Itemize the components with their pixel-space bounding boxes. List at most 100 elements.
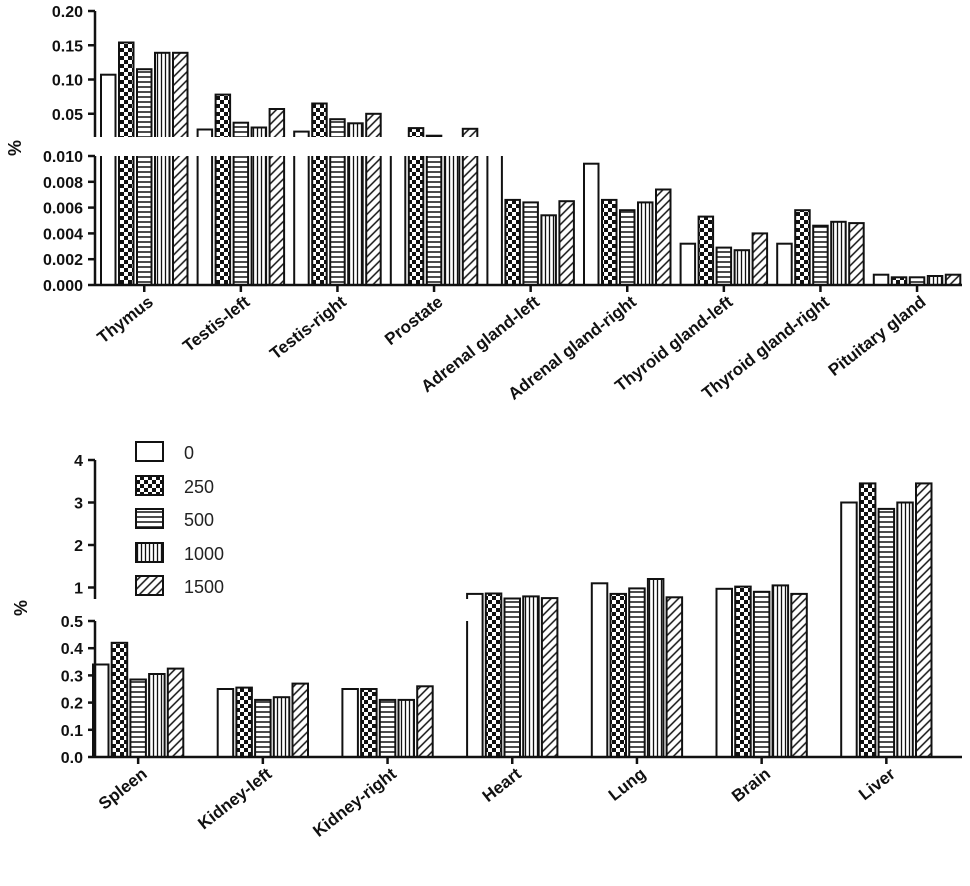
bottom-bar-heart-1000	[522, 595, 540, 759]
legend-swatch-1000	[135, 542, 164, 563]
bottom-y-tick-label: 0.5	[61, 614, 83, 631]
bottom-bar-lung-1000	[646, 578, 665, 758]
legend-label-250: 250	[184, 477, 214, 497]
bottom-category-label: Heart	[479, 764, 525, 806]
top-y-tick-label: 0.008	[43, 175, 83, 192]
bottom-bar-liver-250	[858, 482, 877, 758]
bottom-y-tick-label: 0.1	[61, 723, 83, 740]
top-bar-prostate-500	[425, 134, 443, 286]
bottom-bar-kidney-right-1500	[416, 685, 434, 758]
bottom-category-label: Kidney-left	[194, 764, 275, 833]
top-bar-thymus-1500	[172, 51, 189, 286]
top-bar-pituitary-gland-0	[872, 273, 890, 287]
top-y-tick-label: 0.20	[52, 4, 83, 21]
top-bar-adrenal-gland-left-500	[522, 201, 539, 286]
bottom-bar-spleen-250	[110, 641, 129, 758]
bottom-bar-kidney-right-0	[341, 688, 359, 758]
bottom-category-label: Kidney-right	[309, 764, 400, 841]
bottom-bar-heart-250	[484, 592, 503, 758]
top-chart: Thymus Testis-left Testis-right ProstateAdr…	[43, 4, 962, 404]
top-bar-thymus-1000	[154, 51, 171, 286]
top-bar-thymus-0	[100, 73, 117, 286]
bottom-y-tick-label: 2	[74, 538, 83, 555]
bottom-bar-spleen-500	[129, 678, 147, 758]
top-y-tick-label: 0.10	[52, 73, 83, 90]
legend-swatch-500	[135, 508, 164, 529]
bottom-bar-lung-1500	[665, 596, 684, 758]
top-category-label: Testis-right	[266, 292, 350, 363]
bottom-bar-brain-500	[752, 590, 771, 759]
bottom-category-label: Brain	[728, 764, 774, 806]
bottom-bar-brain-250	[734, 585, 752, 758]
bottom-y-tick-label: 0.4	[61, 641, 83, 658]
bottom-bar-kidney-right-500	[378, 698, 397, 759]
top-bar-thyroid-gland-right-1500	[848, 222, 865, 287]
bottom-bar-spleen-1000	[148, 673, 166, 758]
bottom-axis-break-gap	[89, 599, 473, 621]
bottom-category-label: Liver	[855, 764, 899, 804]
bottom-bar-liver-0	[840, 501, 858, 758]
top-bar-thyroid-gland-right-250	[794, 209, 811, 286]
top-category-label: Pituitary gland	[825, 292, 930, 380]
top-bar-adrenal-gland-right-250	[601, 198, 618, 286]
top-bar-thymus-250	[118, 41, 135, 286]
top-bar-adrenal-gland-left-250	[504, 198, 521, 286]
legend-label-1000: 1000	[184, 544, 224, 564]
top-bar-testis-right-250	[311, 102, 328, 286]
top-y-tick-label: 0.000	[43, 278, 83, 295]
bottom-y-tick-label: 4	[74, 453, 83, 470]
top-bar-adrenal-gland-right-1500	[655, 188, 672, 286]
top-bar-thyroid-gland-left-1500	[751, 232, 769, 286]
top-bar-thyroid-gland-left-1000	[733, 249, 751, 286]
bottom-bar-kidney-right-1000	[397, 698, 415, 759]
bottom-bar-lung-250	[609, 592, 627, 759]
top-bar-prostate-1000	[443, 137, 461, 286]
legend: 0 250 500 1000 1500	[135, 441, 224, 597]
bottom-bar-lung-500	[628, 587, 646, 759]
top-y-tick-label: 0.05	[52, 107, 83, 124]
bottom-bar-liver-1000	[896, 501, 914, 758]
bottom-bar-heart-500	[503, 597, 521, 758]
legend-label-1500: 1500	[184, 577, 224, 597]
top-bar-thyroid-gland-right-500	[812, 224, 829, 286]
legend-swatch-0	[135, 441, 164, 462]
top-category-label: Thymus	[94, 292, 157, 347]
bottom-bar-kidney-left-250	[235, 686, 253, 758]
bottom-bar-kidney-left-0	[216, 688, 235, 758]
bottom-category-label: Spleen	[95, 764, 151, 813]
bottom-bar-kidney-right-250	[360, 688, 378, 758]
bottom-y-tick-label: 0.3	[61, 668, 83, 685]
bottom-bar-liver-1500	[915, 482, 933, 758]
top-bar-thyroid-gland-left-500	[715, 246, 733, 287]
top-bar-testis-left-1500	[268, 108, 286, 286]
top-bar-adrenal-gland-left-1500	[558, 200, 575, 286]
legend-swatch-1500	[135, 575, 164, 596]
legend-label-0: 0	[184, 443, 194, 463]
top-bar-adrenal-gland-right-1000	[637, 201, 654, 286]
bottom-category-label: Lung	[605, 764, 649, 805]
top-bar-testis-left-250	[214, 93, 232, 286]
top-bar-pituitary-gland-1500	[944, 273, 962, 287]
top-bar-thyroid-gland-left-250	[697, 215, 715, 287]
top-bar-adrenal-gland-left-1000	[540, 214, 557, 286]
top-bar-adrenal-gland-left-0	[486, 139, 503, 286]
top-bar-thyroid-gland-left-0	[679, 242, 697, 286]
bottom-chart-ylabel: %	[11, 600, 31, 616]
bottom-bar-kidney-left-1000	[272, 696, 291, 759]
bottom-bar-brain-1500	[790, 592, 808, 759]
legend-swatch-250	[135, 475, 164, 496]
bottom-y-tick-label: 1	[74, 581, 83, 598]
top-chart-ylabel: %	[5, 140, 25, 156]
top-axis-break-gap	[89, 137, 508, 156]
top-y-tick-label: 0.15	[52, 38, 83, 55]
top-category-label: Prostate	[381, 292, 446, 349]
top-bar-prostate-0	[389, 138, 407, 286]
bottom-y-tick-label: 0.2	[61, 696, 83, 713]
bottom-bar-kidney-left-1500	[291, 682, 309, 758]
top-bar-adrenal-gland-right-0	[583, 162, 600, 286]
top-y-tick-label: 0.004	[43, 226, 83, 243]
top-bar-thymus-500	[136, 68, 153, 286]
top-y-tick-label: 0.010	[43, 149, 83, 166]
